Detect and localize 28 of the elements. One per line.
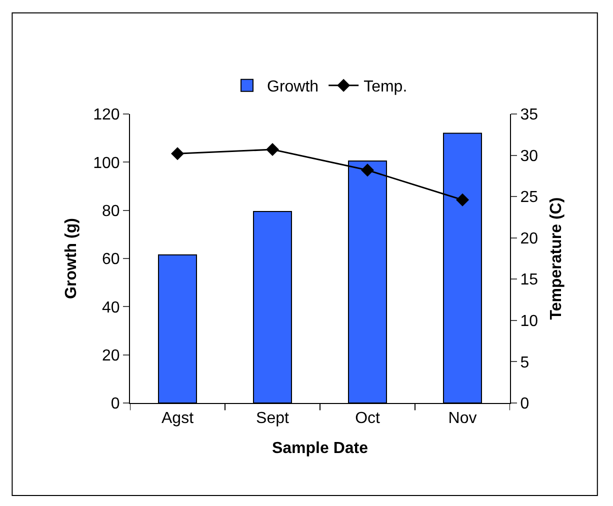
y-tick-label: 40 bbox=[102, 299, 120, 316]
legend-label: Temp. bbox=[364, 78, 408, 96]
y-tick-label: 20 bbox=[102, 347, 120, 364]
y2-tick-label: 15 bbox=[520, 272, 538, 289]
legend-label: Growth bbox=[267, 78, 319, 96]
y-tick-label: 80 bbox=[102, 202, 120, 220]
point bbox=[456, 193, 469, 206]
point bbox=[266, 143, 279, 156]
y-tick-label: 100 bbox=[93, 154, 120, 172]
point bbox=[171, 147, 184, 160]
y2-tick-label: 35 bbox=[520, 106, 538, 124]
x-tick-label: Sept bbox=[256, 410, 290, 428]
y2-tick-label: 25 bbox=[520, 189, 538, 206]
y2-tick-label: 10 bbox=[520, 313, 538, 330]
y2-tick-label: 20 bbox=[520, 230, 538, 248]
x-tick-label: Oct bbox=[355, 410, 380, 428]
x-tick-label: Nov bbox=[448, 410, 477, 428]
point bbox=[361, 164, 374, 177]
y2-axis-title: Temperature (C) bbox=[548, 197, 565, 320]
y-tick-label: 120 bbox=[93, 106, 120, 124]
x-axis-title: Sample Date bbox=[272, 440, 368, 457]
y-tick-label: 60 bbox=[102, 251, 120, 268]
y2-tick-label: 5 bbox=[520, 354, 530, 372]
y2-tick-label: 30 bbox=[520, 148, 538, 165]
x-tick-label: Agst bbox=[161, 410, 194, 428]
y-tick-label: 0 bbox=[110, 396, 120, 413]
y2-tick-label: 0 bbox=[520, 396, 530, 413]
y-axis-title: Growth (g) bbox=[62, 218, 80, 299]
